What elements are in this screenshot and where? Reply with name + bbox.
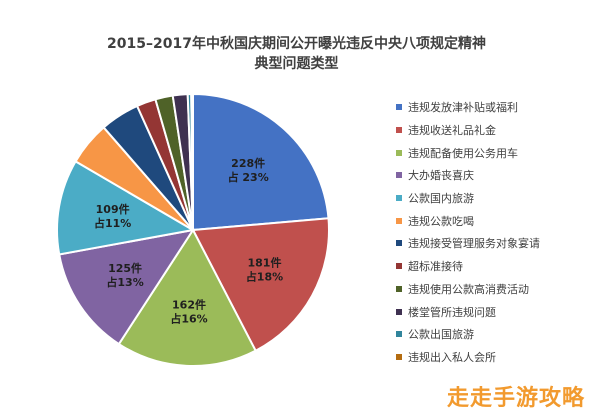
data-label-count-5: 109件 bbox=[96, 202, 130, 216]
legend-label: 违规接受管理服务对象宴请 bbox=[408, 237, 540, 251]
legend-swatch bbox=[396, 149, 402, 156]
data-label-count-3: 162件 bbox=[172, 298, 206, 312]
legend-item: 楼堂管所违规问题 bbox=[396, 300, 586, 323]
data-label-pct-5: 占11% bbox=[94, 216, 131, 230]
data-label-count-4: 125件 bbox=[108, 261, 142, 275]
legend-label: 违规出入私人会所 bbox=[408, 350, 496, 364]
data-label-pct-1: 占 23% bbox=[228, 170, 269, 184]
legend-item: 违规接受管理服务对象宴请 bbox=[396, 232, 586, 255]
legend-item: 违规收送礼品礼金 bbox=[396, 119, 586, 142]
legend-swatch bbox=[396, 353, 402, 360]
legend-label: 楼堂管所违规问题 bbox=[408, 305, 496, 319]
legend-label: 违规发放津补贴或福利 bbox=[408, 101, 518, 115]
pie-slice-2 bbox=[191, 217, 330, 353]
legend-label: 违规公款吃喝 bbox=[408, 214, 474, 228]
pie-slice-12 bbox=[190, 92, 194, 231]
data-label-count-1: 228件 bbox=[231, 156, 265, 170]
data-label-pct-2: 占18% bbox=[246, 269, 283, 283]
legend-label: 公款出国旅游 bbox=[408, 328, 474, 342]
legend-swatch bbox=[396, 195, 402, 202]
legend-swatch bbox=[396, 263, 402, 270]
chart-subtitle: 典型问题类型 bbox=[254, 56, 339, 72]
data-label-pct-4: 占13% bbox=[106, 275, 143, 289]
legend-label: 违规使用公款高消费活动 bbox=[408, 282, 529, 296]
legend-label: 违规收送礼品礼金 bbox=[408, 124, 496, 138]
legend-label: 公款国内旅游 bbox=[408, 192, 474, 206]
data-label-count-2: 181件 bbox=[248, 255, 282, 269]
legend-item: 大办婚丧喜庆 bbox=[396, 164, 586, 187]
chart-title: 2015–2017年中秋国庆期间公开曝光违反中央八项规定精神 bbox=[107, 36, 486, 52]
legend-item: 违规出入私人会所 bbox=[396, 346, 586, 369]
legend-label: 违规配备使用公务用车 bbox=[408, 146, 518, 160]
legend-item: 违规配备使用公务用车 bbox=[396, 141, 586, 164]
watermark: 走走手游攻略 bbox=[446, 386, 585, 411]
legend-swatch bbox=[396, 127, 402, 134]
legend-swatch bbox=[396, 331, 402, 338]
pie-slice-1 bbox=[192, 92, 330, 232]
legend-item: 违规使用公款高消费活动 bbox=[396, 278, 586, 301]
chart-legend: 违规发放津补贴或福利 违规收送礼品礼金违规配备使用公务用车 大办婚丧喜庆 公款国内旅游… bbox=[396, 96, 586, 368]
legend-swatch bbox=[396, 308, 402, 315]
legend-item: 公款国内旅游 bbox=[396, 187, 586, 210]
legend-item: 违规发放津补贴或福利 bbox=[396, 96, 586, 119]
pie-slice-5 bbox=[56, 159, 196, 256]
legend-swatch bbox=[396, 285, 402, 292]
legend-item: 超标准接待 bbox=[396, 255, 586, 278]
legend-swatch bbox=[396, 172, 402, 179]
legend-label: 超标准接待 bbox=[408, 260, 463, 274]
legend-item: 公款出国旅游 bbox=[396, 323, 586, 346]
legend-swatch bbox=[396, 240, 402, 247]
pie-slice-4 bbox=[58, 228, 196, 346]
legend-swatch bbox=[396, 217, 402, 224]
legend-item: 违规公款吃喝 bbox=[396, 209, 586, 232]
data-label-pct-3: 占16% bbox=[170, 312, 207, 326]
pie-slice-3 bbox=[117, 228, 257, 367]
legend-swatch bbox=[396, 104, 402, 111]
legend-label: 大办婚丧喜庆 bbox=[408, 169, 474, 183]
